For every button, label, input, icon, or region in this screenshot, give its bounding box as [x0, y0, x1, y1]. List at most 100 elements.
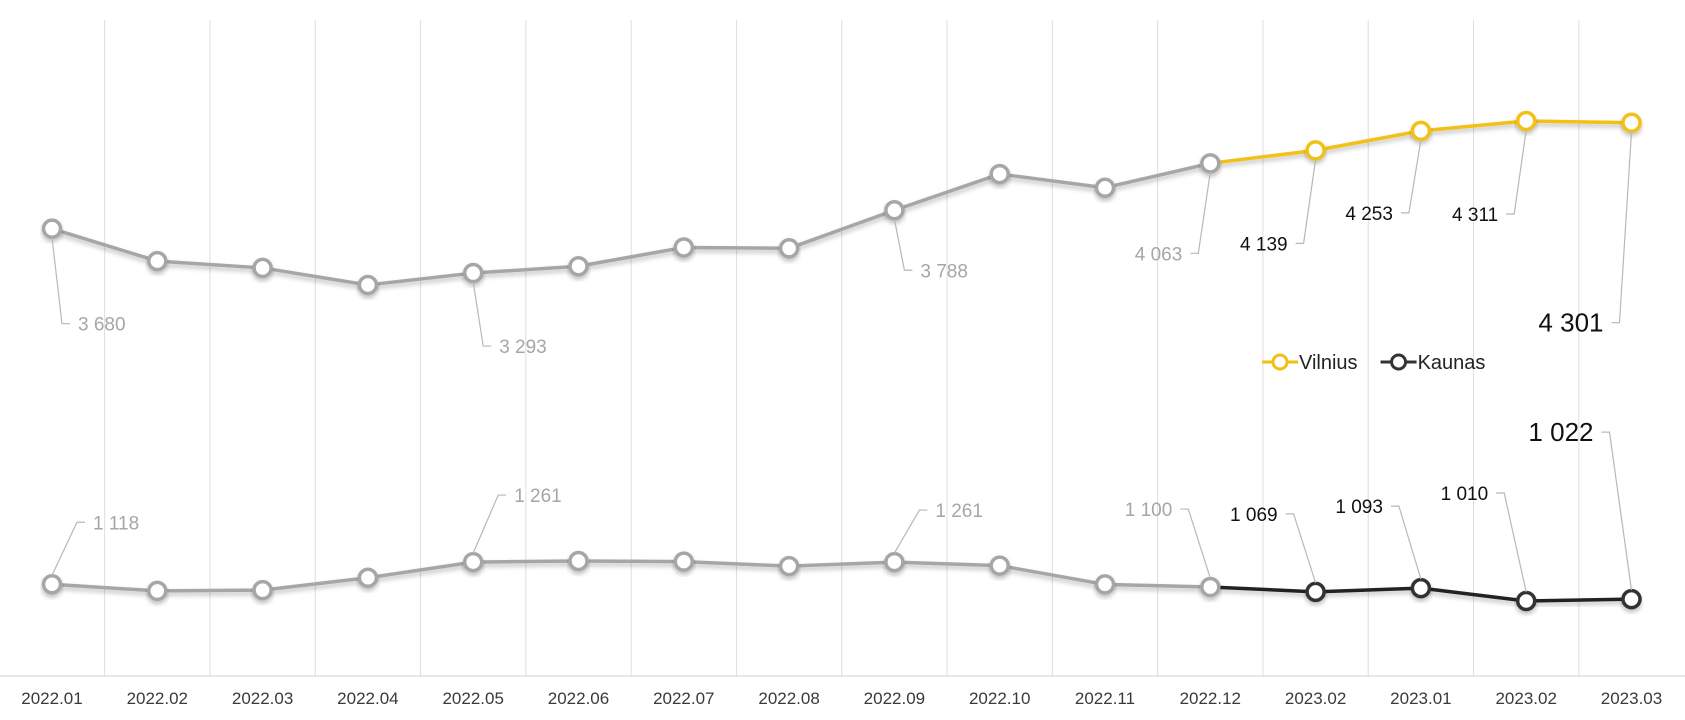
data-point — [778, 555, 800, 577]
data-label-text: 3 293 — [499, 337, 547, 358]
data-label-kaunas: 1 100 — [1125, 500, 1211, 579]
data-label-text: 1 118 — [93, 513, 139, 534]
x-tick-label: 2023.03 — [1601, 689, 1662, 708]
data-point — [1410, 120, 1432, 142]
leader-line — [893, 219, 913, 271]
x-tick-label: 2023.01 — [1390, 689, 1451, 708]
data-point — [568, 550, 589, 572]
series-line-muted — [51, 161, 1211, 287]
data-label-kaunas: 1 069 — [1230, 505, 1317, 584]
x-tick-label: 2022.02 — [127, 689, 188, 708]
leader-line — [1295, 159, 1317, 244]
data-label-text: 1 261 — [935, 501, 983, 522]
data-point — [778, 238, 800, 259]
legend-marker — [1390, 353, 1408, 371]
series-lines — [41, 110, 1642, 612]
data-label-vilnius: 4 139 — [1240, 159, 1317, 255]
data-label-text: 4 301 — [1538, 308, 1603, 338]
series-line-muted — [51, 559, 1211, 593]
leader-line — [1190, 172, 1211, 254]
data-point — [462, 262, 484, 284]
data-label-text: 1 261 — [514, 486, 562, 507]
data-label-vilnius: 3 680 — [51, 237, 126, 336]
data-point — [1515, 110, 1537, 132]
leader-line — [1506, 129, 1527, 215]
x-tick-label: 2022.04 — [337, 689, 398, 708]
x-tick-label: 2022.12 — [1180, 689, 1241, 708]
data-point — [1094, 574, 1116, 595]
data-point — [252, 579, 273, 601]
data-point — [673, 551, 695, 572]
data-point — [1200, 153, 1221, 174]
x-tick-label: 2022.09 — [864, 689, 925, 708]
data-point — [147, 250, 168, 272]
data-point — [1515, 590, 1537, 612]
leader-line — [51, 237, 70, 325]
legend-label: Kaunas — [1418, 352, 1486, 374]
x-tick-label: 2022.10 — [969, 689, 1030, 708]
data-point — [1410, 577, 1432, 599]
leader-line — [472, 281, 492, 347]
data-label-vilnius: 3 788 — [893, 219, 968, 282]
leader-line — [893, 509, 928, 554]
data-point — [357, 567, 379, 588]
data-point — [1305, 140, 1326, 161]
data-label-kaunas: 1 093 — [1335, 497, 1422, 580]
data-point — [1200, 576, 1221, 598]
data-label-vilnius: 4 311 — [1452, 129, 1527, 226]
data-label-kaunas: 1 118 — [51, 513, 139, 576]
data-point — [989, 555, 1010, 576]
data-label-text: 1 069 — [1230, 505, 1278, 526]
x-tick-label: 2022.08 — [758, 689, 819, 708]
x-tick-label: 2022.11 — [1075, 689, 1135, 708]
data-point — [357, 274, 379, 296]
data-label-vilnius: 4 253 — [1345, 139, 1422, 225]
leader-line — [1180, 508, 1211, 579]
data-point — [1094, 177, 1116, 198]
data-label-vilnius: 4 063 — [1135, 172, 1211, 265]
data-point — [147, 580, 168, 602]
data-label-kaunas: 1 261 — [472, 486, 562, 554]
data-point — [1621, 112, 1642, 133]
x-tick-label: 2022.03 — [232, 689, 293, 708]
leader-line — [51, 521, 85, 576]
data-point — [252, 257, 273, 279]
data-label-vilnius: 3 293 — [472, 281, 547, 358]
legend: Vilnius Kaunas — [1262, 352, 1485, 374]
data-point — [884, 200, 905, 221]
data-label-vilnius: 4 301 — [1538, 131, 1633, 338]
data-label-text: 4 063 — [1135, 244, 1183, 265]
legend-label: Vilnius — [1299, 352, 1358, 374]
data-label-text: 1 022 — [1528, 417, 1593, 447]
legend-item-vilnius: Vilnius — [1262, 352, 1358, 374]
data-label-kaunas: 1 261 — [893, 501, 983, 554]
data-labels: 3 680 3 293 3 788 4 063 4 139 4 253 4 311 4 301… — [51, 129, 1633, 593]
grid-lines — [104, 20, 1580, 676]
data-point — [41, 218, 63, 239]
series-vilnius — [41, 110, 1642, 296]
data-label-text: 1 010 — [1441, 484, 1489, 505]
legend-item-kaunas: Kaunas — [1380, 352, 1486, 374]
data-label-text: 4 139 — [1240, 234, 1288, 255]
leader-line — [1285, 513, 1317, 584]
leader-line — [1601, 431, 1633, 591]
data-point — [1305, 581, 1326, 603]
data-point — [1621, 588, 1642, 610]
leader-line — [1400, 139, 1422, 214]
data-label-text: 4 311 — [1452, 205, 1498, 226]
x-tick-label: 2022.06 — [548, 689, 609, 708]
data-label-text: 3 788 — [920, 261, 968, 282]
data-label-text: 1 100 — [1125, 500, 1173, 521]
data-label-text: 4 253 — [1345, 204, 1393, 225]
data-label-kaunas: 1 022 — [1528, 417, 1633, 591]
data-point — [989, 163, 1010, 185]
x-axis: 2022.01 2022.02 2022.03 2022.04 2022.05 2022.… — [0, 675, 1685, 708]
data-point — [884, 551, 905, 573]
data-point — [41, 574, 63, 595]
x-tick-label: 2022.01 — [21, 689, 82, 708]
data-point — [462, 551, 484, 573]
data-label-kaunas: 1 010 — [1441, 484, 1527, 593]
leader-line — [1611, 131, 1633, 324]
data-label-text: 3 680 — [78, 315, 126, 336]
leader-line — [1390, 505, 1422, 580]
